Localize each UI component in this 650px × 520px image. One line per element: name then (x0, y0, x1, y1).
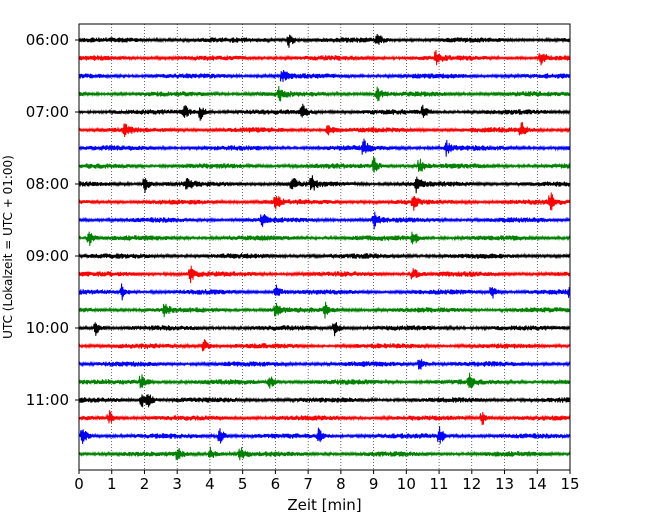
trace-0915 (78, 265, 571, 284)
y-axis-ticks: 06:00 07:00 08:00 09:00 10:00 11:00 (26, 31, 79, 409)
x-tick-label: 15 (560, 475, 579, 493)
trace-1045 (78, 372, 571, 389)
x-tick-label: 4 (205, 475, 215, 493)
trace-1130 (78, 426, 571, 445)
x-tick-label: 7 (303, 475, 313, 493)
x-tick-label: 14 (528, 475, 547, 493)
x-tick-label: 5 (238, 475, 248, 493)
trace-0800 (78, 175, 571, 194)
y-tick-label: 06:00 (26, 31, 69, 49)
y-tick-label: 11:00 (26, 391, 69, 409)
y-tick-label: 09:00 (26, 247, 69, 265)
x-tick-label: 13 (495, 475, 514, 493)
trace-0645 (78, 85, 571, 102)
trace-0930 (78, 283, 571, 301)
trace-1030 (78, 359, 571, 370)
y-tick-label: 08:00 (26, 175, 69, 193)
trace-group (78, 33, 571, 461)
trace-0745 (78, 156, 571, 173)
trace-0900 (78, 252, 571, 260)
trace-0615 (78, 50, 571, 66)
x-tick-label: 0 (74, 475, 84, 493)
x-tick-label: 3 (172, 475, 182, 493)
trace-1000 (78, 322, 571, 337)
grid-lines (111, 24, 538, 470)
trace-1015 (78, 339, 571, 352)
x-tick-label: 12 (462, 475, 481, 493)
x-tick-label: 11 (430, 475, 449, 493)
trace-0630 (78, 69, 571, 83)
trace-0845 (78, 231, 571, 247)
x-axis-label: Zeit [min] (287, 496, 361, 514)
trace-0600 (78, 33, 571, 48)
y-tick-label: 07:00 (26, 103, 69, 121)
trace-0730 (78, 138, 571, 157)
trace-0700 (78, 103, 571, 121)
x-tick-label: 10 (397, 475, 416, 493)
trace-1115 (78, 410, 571, 426)
x-tick-label: 8 (336, 475, 346, 493)
y-tick-label: 10:00 (26, 319, 69, 337)
x-axis-ticks: 0 1 2 3 4 5 6 7 8 9 10 11 12 13 14 15 (74, 470, 580, 493)
trace-0830 (78, 211, 571, 230)
trace-0945 (78, 301, 571, 319)
trace-1100 (78, 394, 571, 408)
y-axis-label: UTC (Lokalzeit = UTC + 01:00) (1, 155, 15, 339)
x-tick-label: 6 (271, 475, 281, 493)
plot-frame (78, 23, 571, 471)
trace-1145 (78, 446, 571, 461)
x-tick-label: 2 (140, 475, 150, 493)
trace-0815 (78, 192, 571, 211)
x-tick-label: 9 (369, 475, 379, 493)
x-tick-label: 1 (107, 475, 117, 493)
trace-0715 (78, 122, 571, 138)
